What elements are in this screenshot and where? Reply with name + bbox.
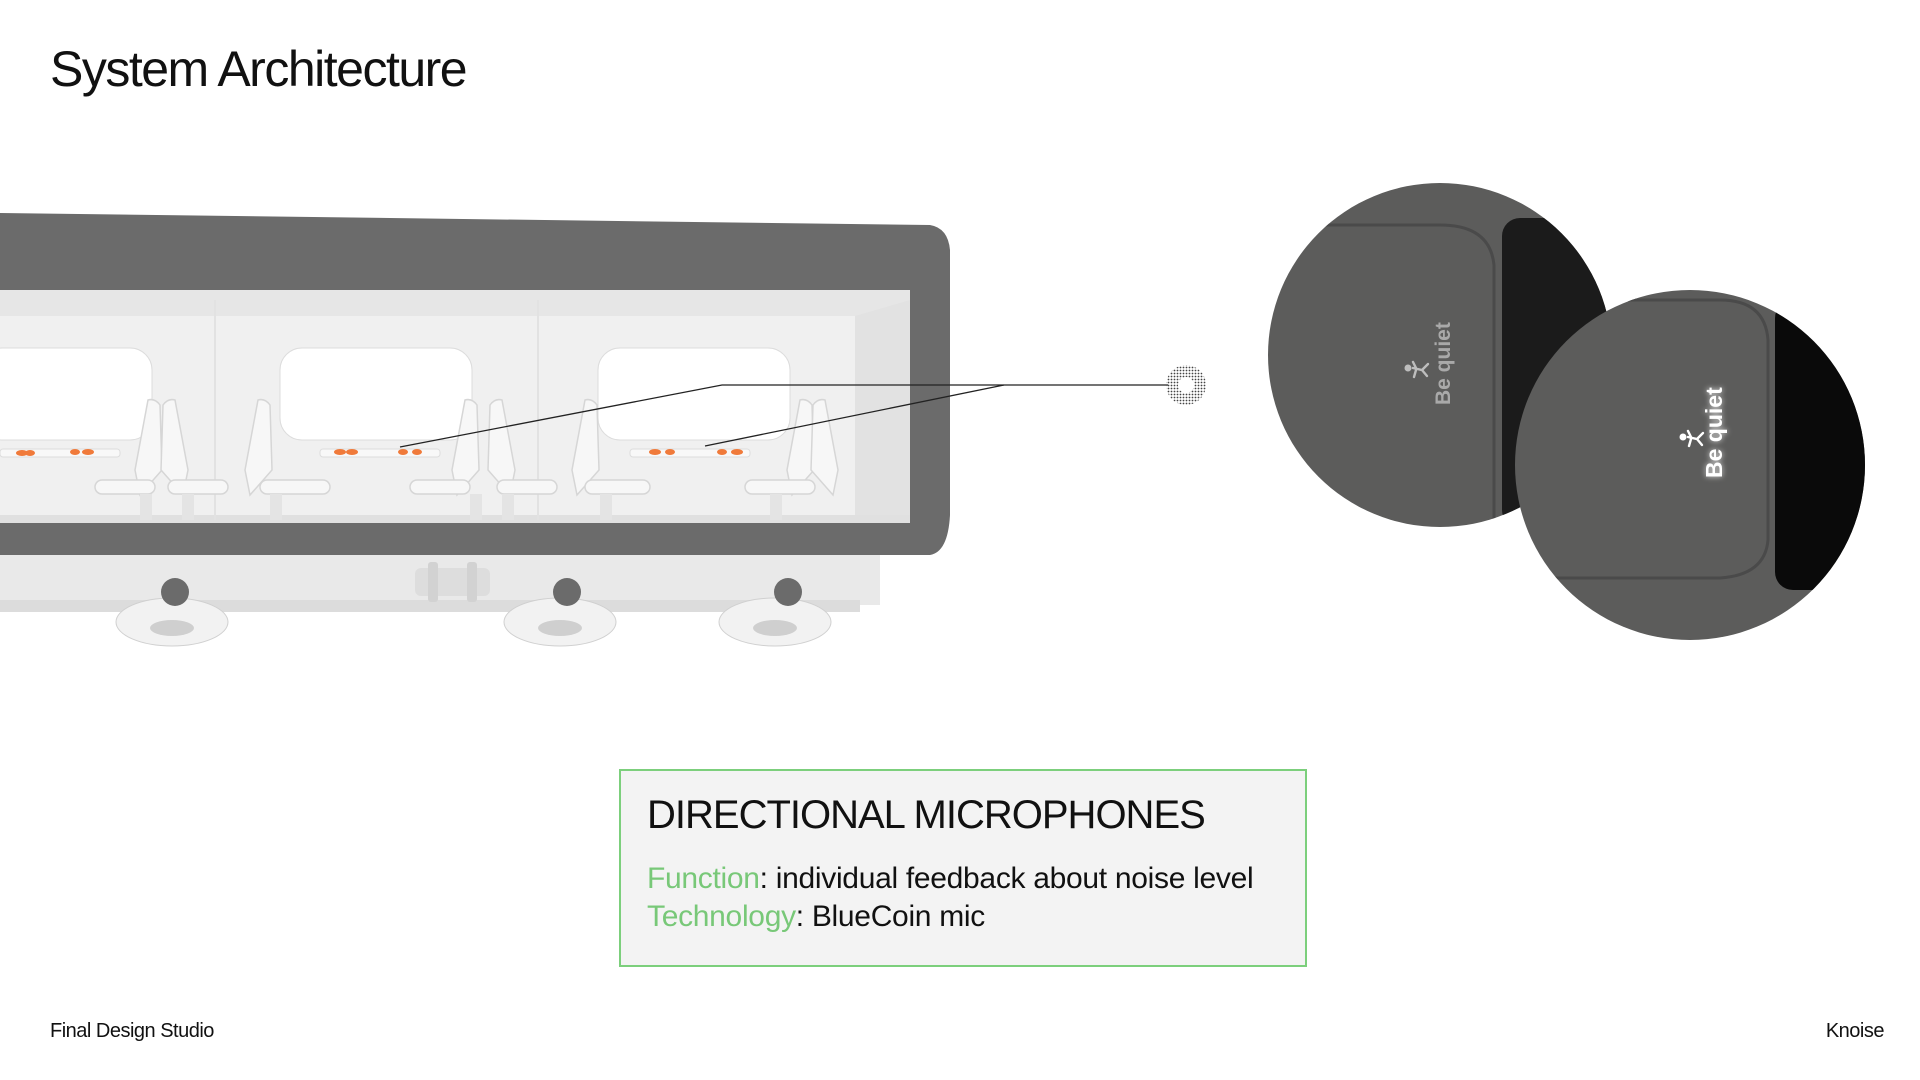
footer-studio: Final Design Studio [50,1020,214,1042]
technology-key: Technology [647,900,796,933]
noise-indicators [16,449,743,456]
train-car [0,213,950,647]
page-title: System Architecture [50,41,468,97]
person-icon [1404,360,1430,379]
be-quiet-label-lit: Be quiet [1701,387,1727,478]
bogie-middle [503,597,617,647]
component-info-box: DIRECTIONAL MICROPHONES Function: indivi… [619,769,1307,967]
be-quiet-label-dim: Be quiet [1432,322,1455,405]
svg-text:Be quiet: Be quiet [1701,387,1727,478]
technology-value: : BlueCoin mic [795,900,986,933]
technology-line: Technology: BlueCoin mic [647,898,1279,936]
function-value: : individual feedback about noise level [759,862,1254,895]
component-heading: DIRECTIONAL MICROPHONES [647,793,1206,837]
microphone-icon [1166,365,1206,405]
function-key: Function [647,862,760,895]
closeup-circle-bottom: Be quiet Be quiet [1515,290,1865,640]
function-line: Function: individual feedback about nois… [647,860,1279,898]
footer-brand: Knoise [1825,1020,1885,1042]
bogie-right [718,597,832,647]
callout-lines [399,384,1168,448]
person-icon [1679,429,1705,448]
